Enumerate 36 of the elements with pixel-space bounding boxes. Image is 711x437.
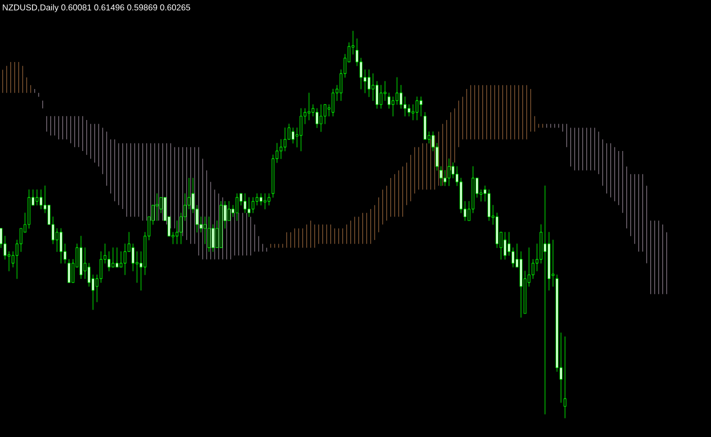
chart-title: NZDUSD,Daily 0.60081 0.61496 0.59869 0.60265 bbox=[2, 4, 190, 12]
candlestick bbox=[208, 216, 210, 252]
candlestick bbox=[308, 92, 310, 120]
candlestick bbox=[544, 185, 546, 414]
candlestick bbox=[420, 96, 422, 116]
candlestick bbox=[248, 197, 250, 218]
candlestick bbox=[260, 193, 262, 206]
candlestick bbox=[300, 108, 302, 152]
candlestick bbox=[292, 127, 294, 144]
candlestick bbox=[36, 189, 38, 206]
candlestick bbox=[268, 193, 270, 206]
candlestick bbox=[116, 247, 118, 268]
candlestick bbox=[156, 193, 158, 221]
candlestick bbox=[380, 84, 382, 109]
candlestick bbox=[40, 189, 42, 210]
candlestick bbox=[416, 96, 418, 120]
candlestick bbox=[28, 189, 30, 229]
candlestick bbox=[112, 247, 114, 268]
candlestick bbox=[564, 336, 566, 418]
candlestick bbox=[316, 108, 318, 128]
candlestick bbox=[264, 193, 266, 210]
candlestick bbox=[504, 232, 506, 260]
candlestick bbox=[80, 236, 82, 279]
candlestick bbox=[332, 88, 334, 116]
candlestick bbox=[68, 259, 70, 283]
candlestick bbox=[60, 228, 62, 264]
candlestick bbox=[488, 189, 490, 221]
candlestick bbox=[440, 166, 442, 186]
candlestick bbox=[236, 193, 238, 221]
candlestick bbox=[320, 104, 322, 132]
candlestick bbox=[368, 69, 370, 98]
candlestick bbox=[448, 158, 450, 186]
candlestick bbox=[244, 193, 246, 214]
candlestick bbox=[252, 197, 254, 214]
candlestick bbox=[424, 112, 426, 140]
candlestick bbox=[220, 200, 222, 248]
